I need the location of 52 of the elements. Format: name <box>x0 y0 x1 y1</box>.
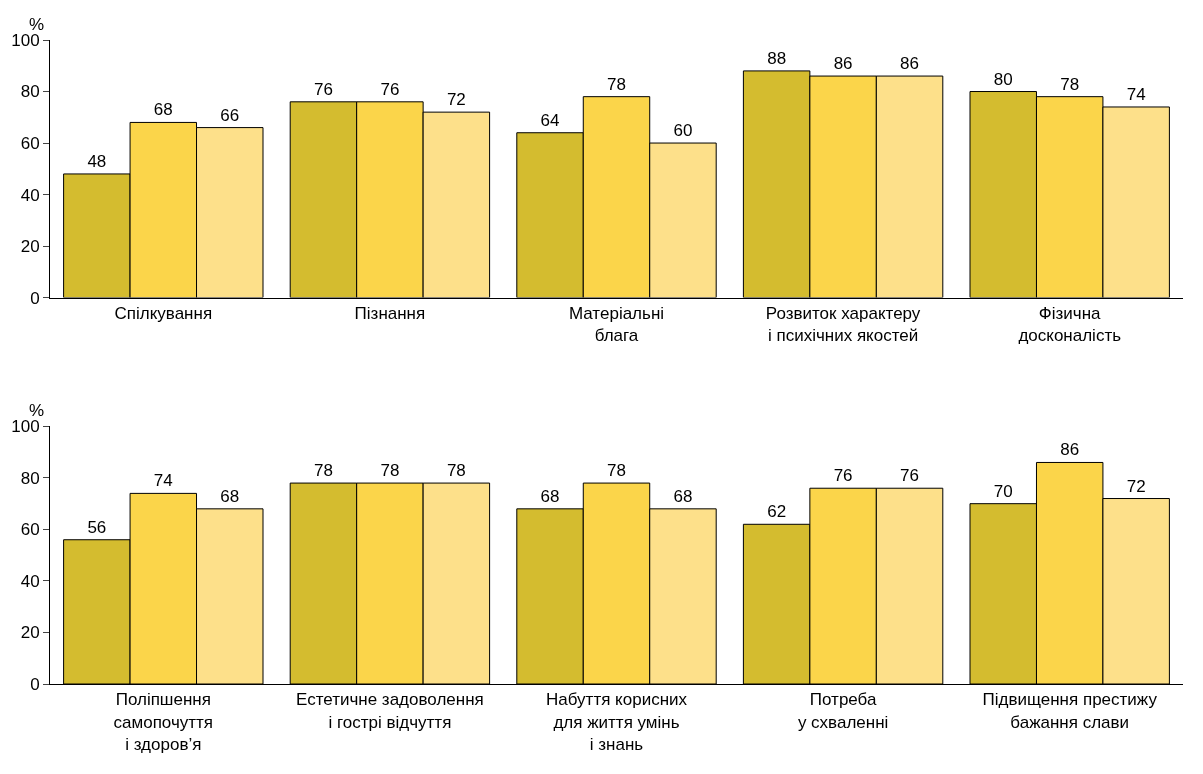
data-label: 62 <box>767 502 787 522</box>
data-label: 80 <box>993 69 1013 89</box>
data-label: 88 <box>767 48 787 68</box>
data-label: 78 <box>313 461 333 481</box>
data-label: 68 <box>153 100 173 120</box>
data-label: 78 <box>607 74 626 94</box>
x-tick-label: Спілкування <box>114 304 213 323</box>
data-label: 64 <box>540 110 560 130</box>
data-label: 72 <box>446 90 466 110</box>
data-label: 74 <box>1126 84 1146 104</box>
y-tick-label: 60 <box>20 133 40 153</box>
data-label: 74 <box>153 471 173 491</box>
y-tick-label: 100 <box>11 417 40 437</box>
y-tick-label: 0 <box>30 674 40 694</box>
y-tick-label: 20 <box>20 623 40 643</box>
y-tick-label: 80 <box>20 468 40 488</box>
y-tick-label: 80 <box>20 82 40 102</box>
data-label: 68 <box>540 486 560 506</box>
y-tick-label: 20 <box>20 237 40 257</box>
data-label: 78 <box>1060 74 1080 94</box>
data-label: 76 <box>313 79 333 99</box>
data-label: 56 <box>87 517 107 537</box>
data-label: 48 <box>87 151 107 171</box>
data-label: 72 <box>1126 476 1146 496</box>
data-label: 78 <box>446 461 466 481</box>
data-label: 66 <box>220 105 240 125</box>
y-tick-label: 0 <box>30 288 40 308</box>
data-label: 78 <box>607 461 626 481</box>
data-label: 78 <box>380 461 400 481</box>
y-tick-label: 60 <box>20 520 40 540</box>
data-label: 76 <box>900 466 920 486</box>
x-tick-label: Розвиток характеру і психічних якостей <box>765 304 921 346</box>
data-label: 76 <box>833 466 853 486</box>
data-label: 60 <box>673 121 693 141</box>
x-tick-label: Потреба у схваленні <box>797 690 889 732</box>
x-tick-label: Естетичне задоволення і гострі відчуття <box>296 690 484 732</box>
x-tick-label: Поліпшення самопочуття і здоров’я <box>113 690 214 754</box>
data-label: 70 <box>993 481 1013 501</box>
x-tick-label: Набуття корисних для життя умінь і знань <box>545 690 688 754</box>
data-label: 86 <box>833 54 853 74</box>
data-label: 68 <box>673 486 693 506</box>
y-axis-title: % <box>29 401 45 420</box>
x-tick-label: Пізнання <box>354 304 426 323</box>
y-tick-label: 40 <box>20 185 40 205</box>
y-tick-label: 40 <box>20 571 40 591</box>
x-tick-label: Фізична досконалість <box>1018 304 1122 346</box>
x-tick-label: Підвищення престижу бажання слави <box>982 690 1158 732</box>
data-label: 68 <box>220 486 240 506</box>
data-label: 76 <box>380 79 400 99</box>
data-label: 86 <box>1060 440 1080 460</box>
x-tick-label: Матеріальні блага <box>568 304 665 346</box>
data-label: 86 <box>900 54 920 74</box>
